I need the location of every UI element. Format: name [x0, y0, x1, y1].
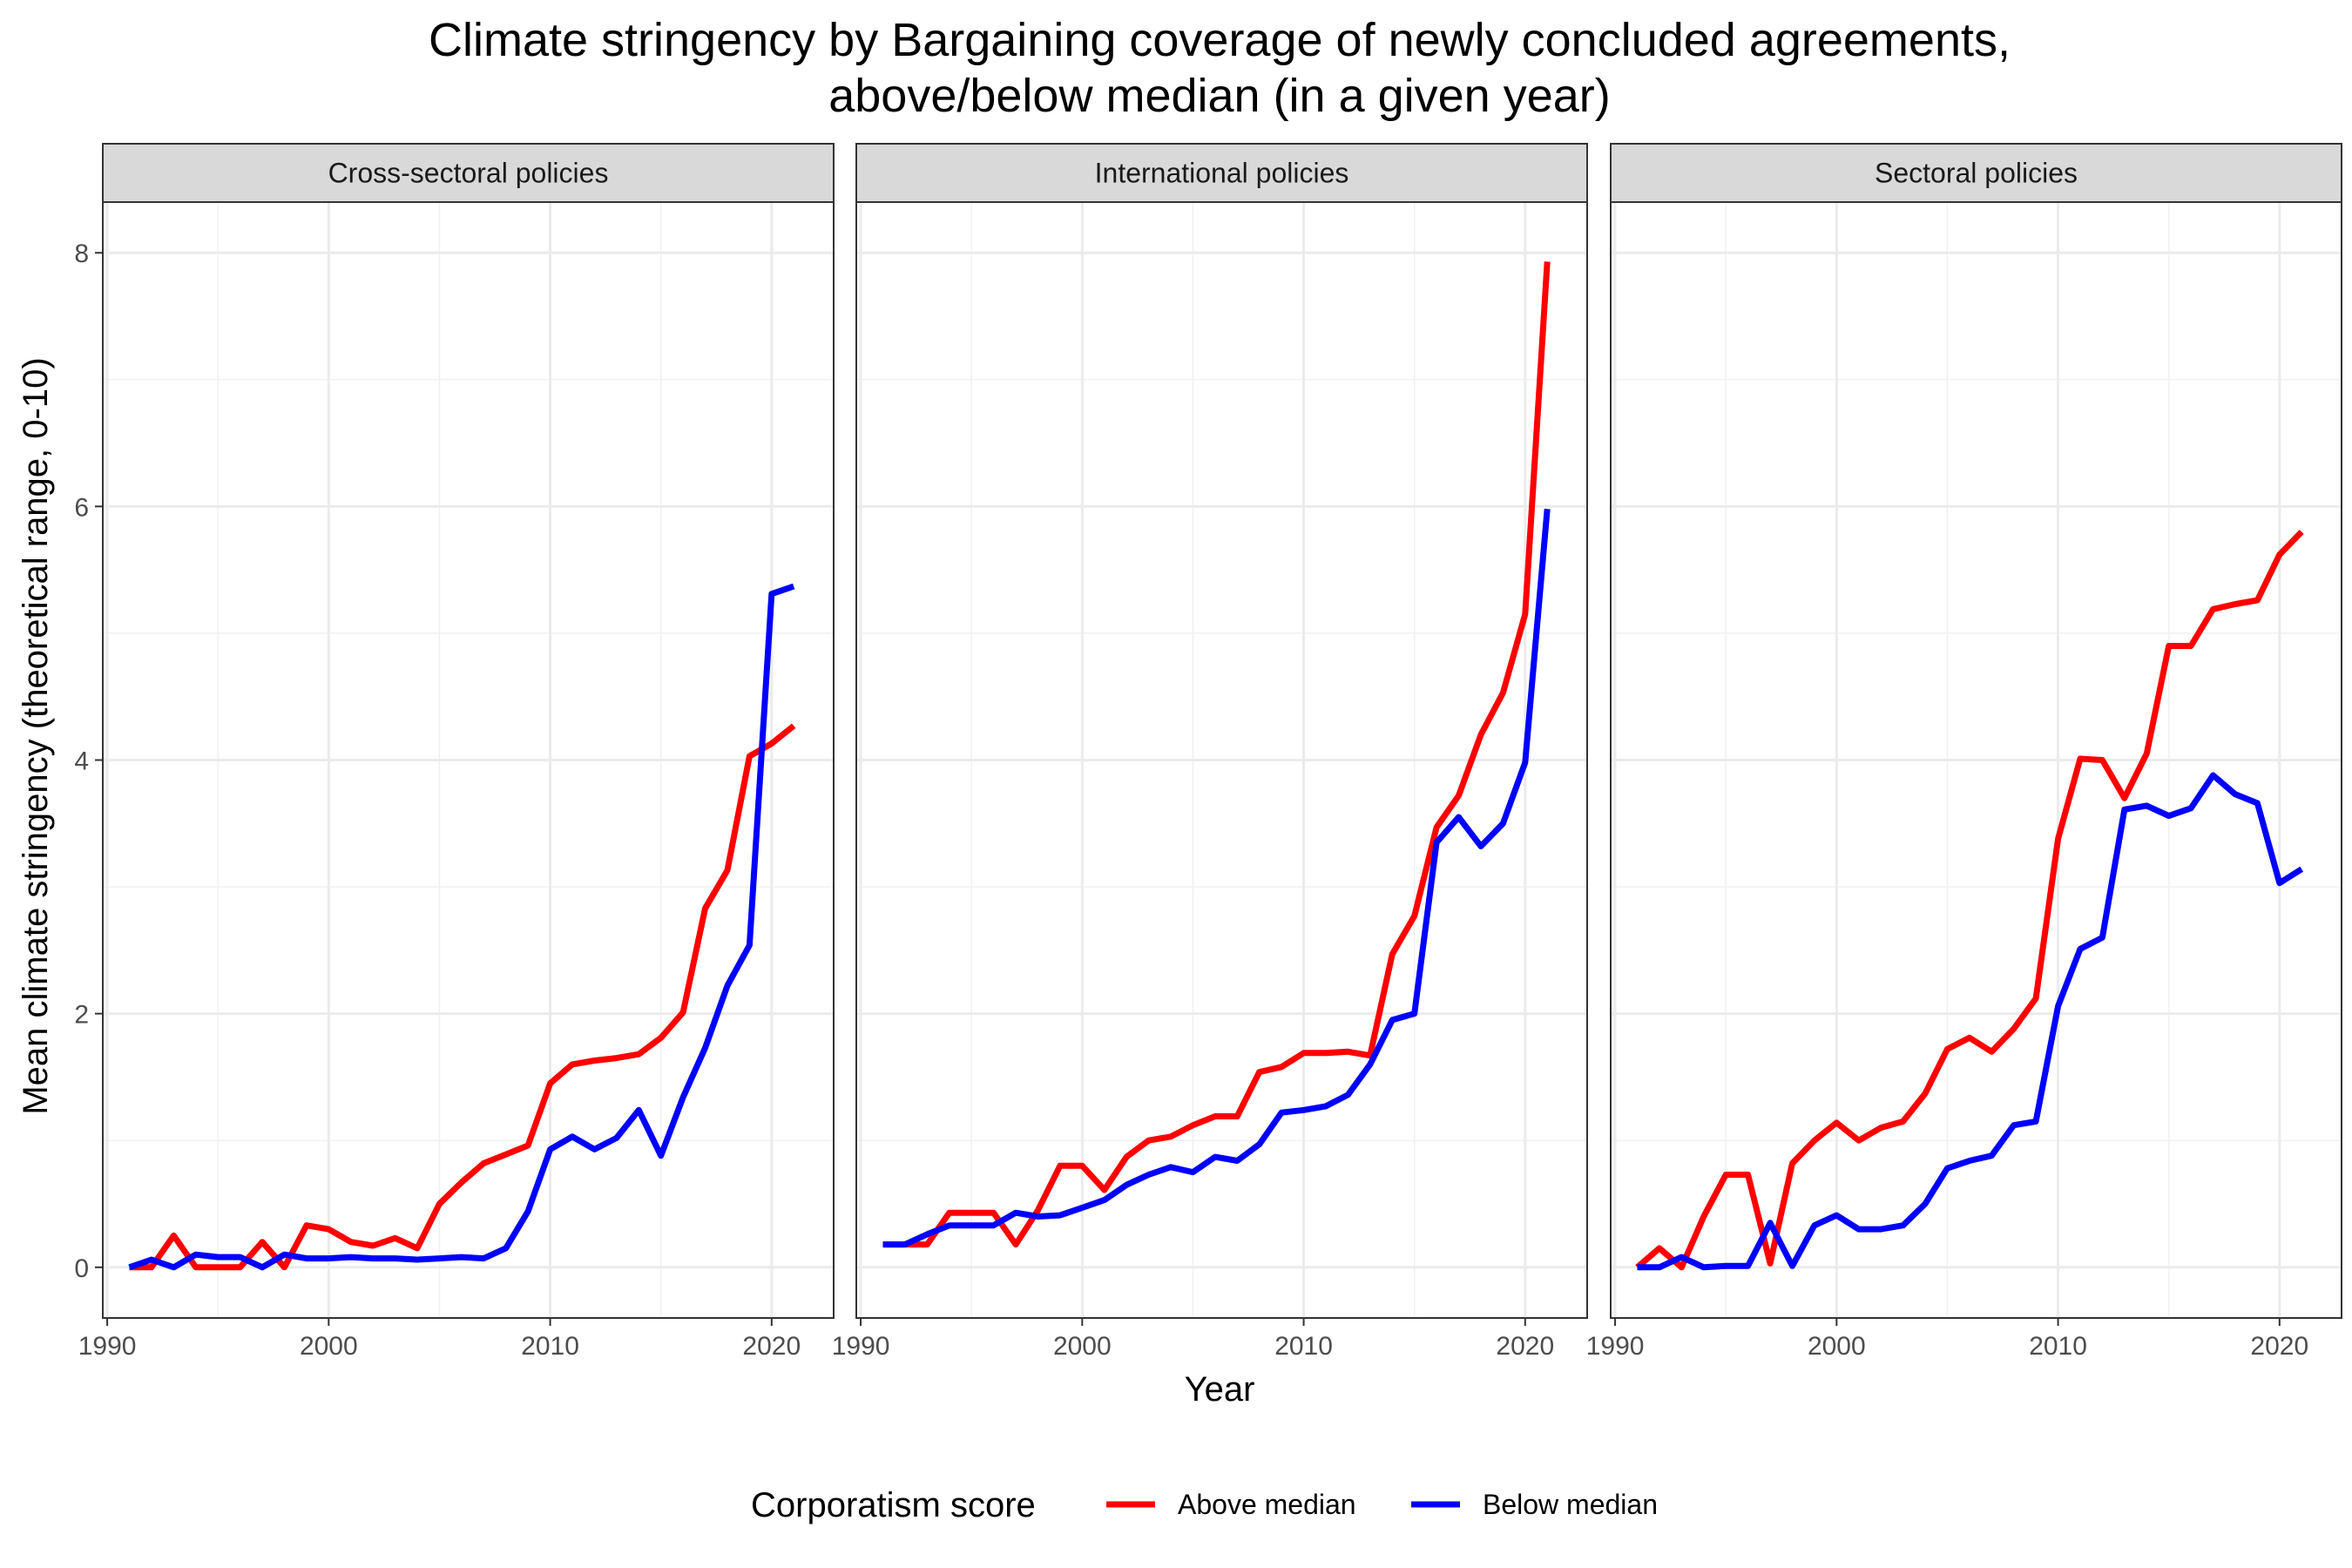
x-tick-label: 2020 — [2250, 1332, 2308, 1361]
legend-title: Corporatism score — [751, 1486, 1036, 1524]
legend-item-above-median-label: Above median — [1178, 1489, 1356, 1520]
x-tick-label: 2010 — [2029, 1332, 2087, 1361]
x-tick-label: 2010 — [1274, 1332, 1333, 1361]
x-tick-label: 2020 — [742, 1332, 801, 1361]
x-tick-label: 1990 — [78, 1332, 137, 1361]
y-axis-label: Mean climate stringency (theoretical ran… — [17, 357, 55, 1114]
facet-strip-label-international-policies: International policies — [1095, 158, 1349, 189]
x-tick-label: 2000 — [1808, 1332, 1866, 1361]
chart-title: Climate stringency by Bargaining coverag… — [429, 14, 2011, 66]
facet-strip-label-cross-sectoral-policies: Cross-sectoral policies — [328, 158, 609, 189]
x-tick-label: 1990 — [832, 1332, 890, 1361]
panel-international-policies: International policies 1990 2000 2010 2020 — [832, 143, 1588, 1361]
series-line-below-median-international-policies — [882, 508, 1551, 1248]
panel-cross-sectoral-policies: Cross-sectoral policies 1990 2000 2010 2020 0… — [74, 143, 835, 1361]
y-tick-label: 2 — [74, 1001, 89, 1030]
x-tick-label: 2000 — [1053, 1332, 1112, 1361]
panel-sectoral-policies: Sectoral policies 1990 2000 2010 2020 — [1586, 143, 2342, 1361]
facet-strip-international-policies — [855, 143, 1588, 203]
series-line-above-median-international-policies — [882, 261, 1551, 1248]
series-line-above-median-cross-sectoral-policies — [129, 723, 796, 1271]
x-tick-label: 2010 — [521, 1332, 579, 1361]
legend-item-below-median-label: Below median — [1483, 1489, 1658, 1520]
series-line-above-median-sectoral-policies — [1635, 530, 2304, 1271]
series-line-below-median-cross-sectoral-policies — [128, 583, 795, 1271]
y-tick-label: 0 — [74, 1254, 89, 1283]
series-line-below-median-sectoral-policies — [1637, 772, 2304, 1271]
legend: Corporatism score Above median Below media… — [751, 1486, 1658, 1524]
panel-border-international-policies — [855, 201, 1588, 1319]
x-tick-label: 2020 — [1496, 1332, 1554, 1361]
y-tick-label: 6 — [74, 493, 89, 522]
x-tick-label: 1990 — [1586, 1332, 1645, 1361]
x-axis-label: Year — [1185, 1370, 1255, 1409]
facet-strip-label-sectoral-policies: Sectoral policies — [1875, 158, 2078, 189]
facet-strip-sectoral-policies — [1610, 143, 2342, 203]
y-tick-label: 8 — [74, 240, 89, 268]
y-tick-label: 4 — [74, 747, 89, 776]
chart-subtitle: above/below median (in a given year) — [828, 70, 1611, 122]
x-tick-label: 2000 — [300, 1332, 358, 1361]
facet-strip-cross-sectoral-policies — [102, 143, 835, 203]
panel-border-sectoral-policies — [1610, 201, 2342, 1319]
